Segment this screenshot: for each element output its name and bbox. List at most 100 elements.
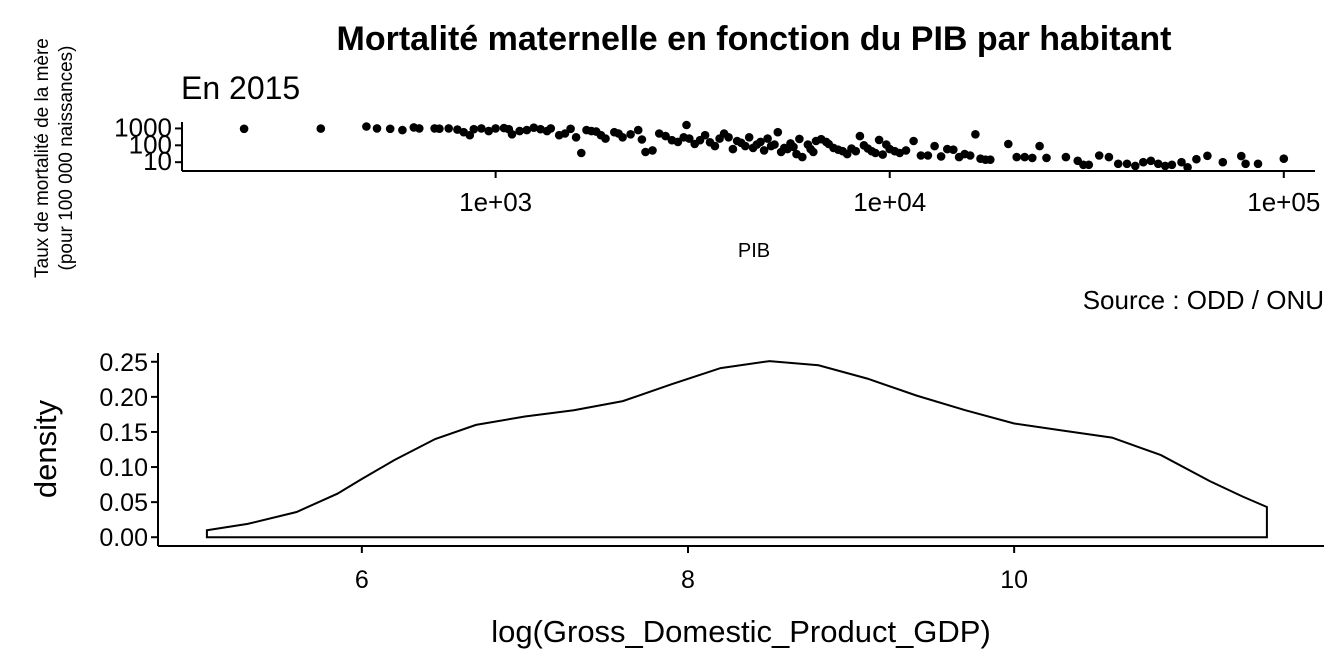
scatter-point [1218,157,1228,167]
scatter-point [1177,157,1186,167]
scatter-point [372,124,382,133]
scatter-point [798,152,807,162]
scatter-point [773,127,783,137]
scatter-point [435,124,444,133]
scatter-point [795,134,804,144]
scatter-point [546,124,556,133]
scatter-point [641,147,650,157]
scatter-point [851,146,861,156]
scatter-y-tick-label: 10 [143,146,172,176]
density-y-tick-label: 0.20 [99,384,148,412]
scatter-x-axis-label: PIB [738,240,770,262]
density-y-axis-label: density [28,399,63,498]
scatter-point [601,134,610,143]
scatter-point [986,155,995,164]
scatter-point [770,140,779,149]
density-x-tick-label: 8 [681,566,695,594]
scatter-point [710,141,720,151]
scatter-y-axis-label-line2: (pour 100 000 naissances) [56,46,77,271]
scatter-point [566,124,575,134]
scatter-x-tick-label: 1e+03 [459,187,532,217]
chart-subtitle: En 2015 [181,70,300,106]
scatter-point [1020,152,1029,162]
scatter-point [909,136,918,146]
scatter-point [1104,152,1114,162]
scatter-point [626,130,635,139]
scatter-point [871,148,880,158]
scatter-point [1042,153,1051,163]
scatter-point [1094,151,1104,160]
scatter-point [618,133,627,142]
scatter-point [971,130,980,139]
scatter-y-tick-label: 100 [129,129,172,159]
scatter-point [763,134,772,143]
density-x-tick-label: 6 [355,566,369,594]
scatter-point [759,146,769,155]
density-y-tick-label: 0.25 [99,349,148,377]
scatter-point [661,131,670,141]
scatter-point [491,124,500,133]
scatter-point [1203,151,1212,161]
scatter-point [1279,154,1289,163]
scatter-point [469,124,479,134]
scatter-point [1012,152,1021,162]
scatter-point [1160,161,1170,171]
scatter-point [571,133,581,142]
chart-caption: Source : ODD / ONU [1083,285,1324,315]
density-x-tick-label: 10 [1000,566,1028,594]
scatter-x-tick-label: 1e+05 [1247,187,1320,217]
density-y-tick-label: 0.15 [99,419,148,447]
scatter-point [744,133,754,142]
scatter-x-tick-label: 1e+04 [853,187,926,217]
scatter-point [700,130,710,140]
scatter-point [1146,156,1156,166]
scatter-point [444,124,454,133]
scatter-point [362,122,371,131]
scatter-point [477,124,486,133]
scatter-point [316,124,326,133]
scatter-y-axis-label-line1: Taux de mortalité de la mère [32,38,53,278]
scatter-point [1061,152,1071,162]
scatter-point [724,133,733,142]
scatter-point [923,151,933,160]
scatter-points [239,120,1289,172]
scatter-point [1183,163,1192,172]
scatter-point [756,137,765,147]
scatter-point [741,141,750,151]
scatter-point [1004,139,1013,149]
density-area [205,360,1268,539]
scatter-point [522,125,532,135]
scatter-point [878,150,887,159]
scatter-point [1237,151,1246,161]
density-x-axis-label: log(Gross_Domestic_Product_GDP) [491,614,991,649]
density-y-tick-label: 0.05 [99,489,148,517]
scatter-point [415,124,424,133]
scatter-point [855,131,865,141]
scatter-point [1153,159,1163,169]
scatter-point [529,123,539,132]
scatter-point [728,144,738,154]
chart-title: Mortalité maternelle en fonction du PIB … [337,20,1172,58]
density-y-tick-label: 0.10 [99,454,148,482]
scatter-point [1241,159,1250,169]
scatter-point [1035,141,1044,151]
scatter-point [949,145,958,154]
scatter-point [685,134,694,143]
scatter-point [809,147,818,157]
scatter-point [648,146,657,155]
scatter-point [577,148,586,158]
scatter-point [484,126,494,136]
scatter-point [1253,159,1263,169]
density-y-tick-label: 0.00 [99,524,148,552]
scatter-point [1192,154,1201,164]
scatter-point [239,124,249,134]
scatter-point [673,137,683,147]
scatter-point [1028,153,1037,163]
scatter-point [1084,160,1094,170]
scatter-point [965,151,975,160]
scatter-point [874,135,884,145]
scatter-point [1131,161,1140,171]
scatter-point [1113,159,1123,169]
